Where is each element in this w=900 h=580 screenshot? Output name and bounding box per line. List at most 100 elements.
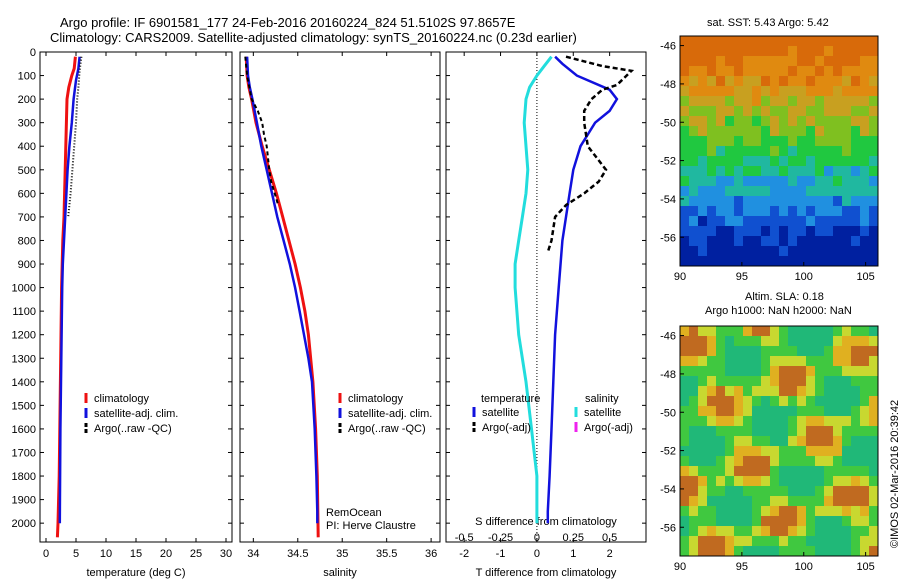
heat-cell [680,86,690,97]
heat-cell [752,206,762,217]
heat-cell [797,386,807,397]
heat-cell [725,256,735,267]
heat-cell [869,136,879,147]
heat-cell [680,366,690,377]
heat-cell [689,466,699,477]
heat-cell [680,536,690,547]
heat-cell [806,456,816,467]
map-x-tick-label: 100 [795,561,813,573]
heat-cell [761,506,771,517]
heat-cell [779,206,789,217]
heat-cell [689,526,699,537]
heat-cell [815,96,825,107]
heat-cell [743,196,753,207]
heat-cell [689,56,699,67]
heat-cell [797,156,807,167]
heat-cell [851,516,861,527]
heat-cell [770,246,780,257]
heat-cell [725,116,735,127]
heat-cell [833,336,843,347]
heat-cell [734,46,744,57]
heat-cell [833,396,843,407]
heat-cell [698,356,708,367]
heat-cell [770,166,780,177]
map-x-tick-label: 105 [856,271,874,283]
heat-cell [680,206,690,217]
heat-cell [833,406,843,417]
heat-cell [824,36,834,47]
heat-cell [788,476,798,487]
heat-cell [860,486,870,497]
heat-cell [806,526,816,537]
diff-sal-legend-label: Argo(-adj) [584,422,633,434]
x-tick-label: 2 [607,548,613,560]
heat-cell [815,536,825,547]
heat-cell [734,526,744,537]
heat-cell [743,66,753,77]
map-frame [679,325,879,557]
heat-cell [743,156,753,167]
heat-cell [833,206,843,217]
heat-cell [851,56,861,67]
heat-cell [707,206,717,217]
heat-cell [824,236,834,247]
heat-cell [752,146,762,157]
heat-cell [815,126,825,137]
heat-cell [761,206,771,217]
heat-cell [707,546,717,557]
heat-cell [833,356,843,367]
heat-cell [743,96,753,107]
heat-cell [761,166,771,177]
heat-cell [761,226,771,237]
heat-cell [860,406,870,417]
heat-cell [734,546,744,557]
heat-cell [815,206,825,217]
heat-cell [869,386,879,397]
heat-cell [689,326,699,337]
heat-cell [788,196,798,207]
heat-cell [815,486,825,497]
heat-cell [842,466,852,477]
heat-cell [743,446,753,457]
heat-cell [833,196,843,207]
heat-cell [860,346,870,357]
heat-cell [707,136,717,147]
remocean-label: RemOcean [326,507,382,519]
heat-cell [689,236,699,247]
heat-cell [860,536,870,547]
heat-cell [680,246,690,257]
heat-cell [833,496,843,507]
heat-cell [833,176,843,187]
heat-cell [689,506,699,517]
heat-cell [779,136,789,147]
heat-cell [815,396,825,407]
heat-cell [770,106,780,117]
heat-cell [725,96,735,107]
heat-cell [761,536,771,547]
heat-cell [869,76,879,87]
x-tick-label: 35 [336,548,348,560]
heat-cell [761,406,771,417]
heat-cell [779,126,789,137]
heat-cell [698,546,708,557]
heat-cell [743,466,753,477]
heat-cell [761,156,771,167]
heat-cell [815,46,825,57]
heat-cell [743,326,753,337]
heat-cell [689,536,699,547]
heat-cell [788,546,798,557]
heat-cell [842,86,852,97]
heat-cell [698,496,708,507]
heat-cell [815,146,825,157]
heat-cell [860,326,870,337]
heat-cell [779,156,789,167]
heat-cell [680,166,690,177]
heat-cell [725,356,735,367]
heat-cell [707,476,717,487]
heat-cell [779,76,789,87]
heat-cell [788,246,798,257]
heat-cell [752,76,762,87]
heat-cell [725,46,735,57]
heat-cell [860,416,870,427]
heat-cell [833,526,843,537]
